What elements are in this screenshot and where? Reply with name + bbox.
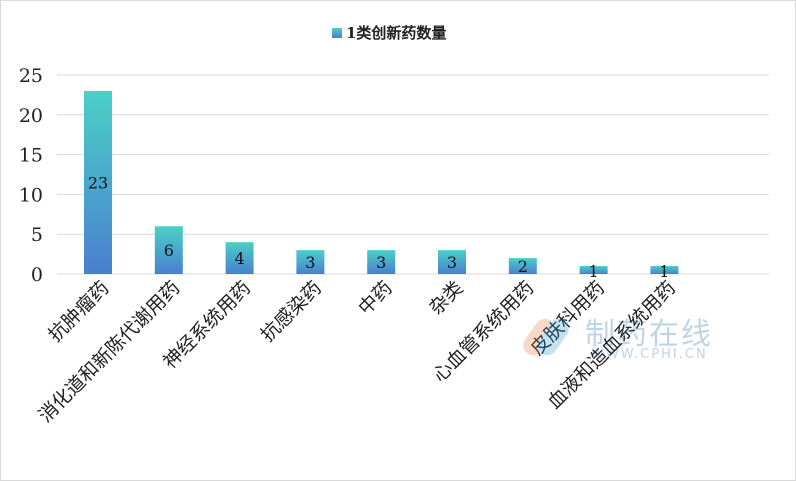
bar: [154, 226, 183, 274]
data-label: 1: [589, 262, 599, 281]
data-label: 23: [88, 173, 108, 192]
y-tick-label: 25: [19, 65, 43, 87]
bar: [508, 258, 537, 274]
bar: [438, 250, 466, 274]
y-tick-label: 20: [19, 105, 43, 127]
data-label: 3: [447, 253, 457, 272]
bar: [579, 266, 608, 274]
bar: [84, 90, 112, 274]
bar: [367, 250, 396, 274]
y-tick-label: 15: [19, 145, 43, 167]
data-label: 4: [235, 249, 245, 268]
y-tick-label: 0: [31, 264, 43, 286]
bar: [225, 242, 254, 274]
x-tick-label: 消化道和新陈代谢用药: [34, 277, 184, 427]
x-tick-label: 中药: [354, 277, 396, 319]
bar: [650, 266, 679, 274]
legend: 1类创新药数量: [332, 24, 446, 42]
y-tick-label: 10: [19, 184, 43, 206]
x-tick-label: 杂类: [425, 277, 467, 319]
y-axis: 0 5 10 15 20 25: [19, 65, 43, 286]
data-label: 6: [164, 241, 174, 260]
x-tick-label: 抗肿瘤药: [44, 277, 113, 346]
bars: 23 6 4 3 3 3 2 1 1: [84, 90, 679, 281]
y-tick-label: 5: [31, 224, 43, 246]
data-label: 3: [376, 253, 386, 272]
legend-swatch: [332, 28, 342, 38]
legend-label: 1类创新药数量: [346, 24, 446, 42]
data-label: 2: [518, 257, 528, 276]
data-label: 1: [659, 262, 669, 281]
bar: [296, 250, 325, 274]
data-label: 3: [305, 253, 315, 272]
x-tick-label: 血液和造血系统用药: [543, 277, 679, 413]
x-tick-label: 抗感染药: [257, 277, 326, 346]
